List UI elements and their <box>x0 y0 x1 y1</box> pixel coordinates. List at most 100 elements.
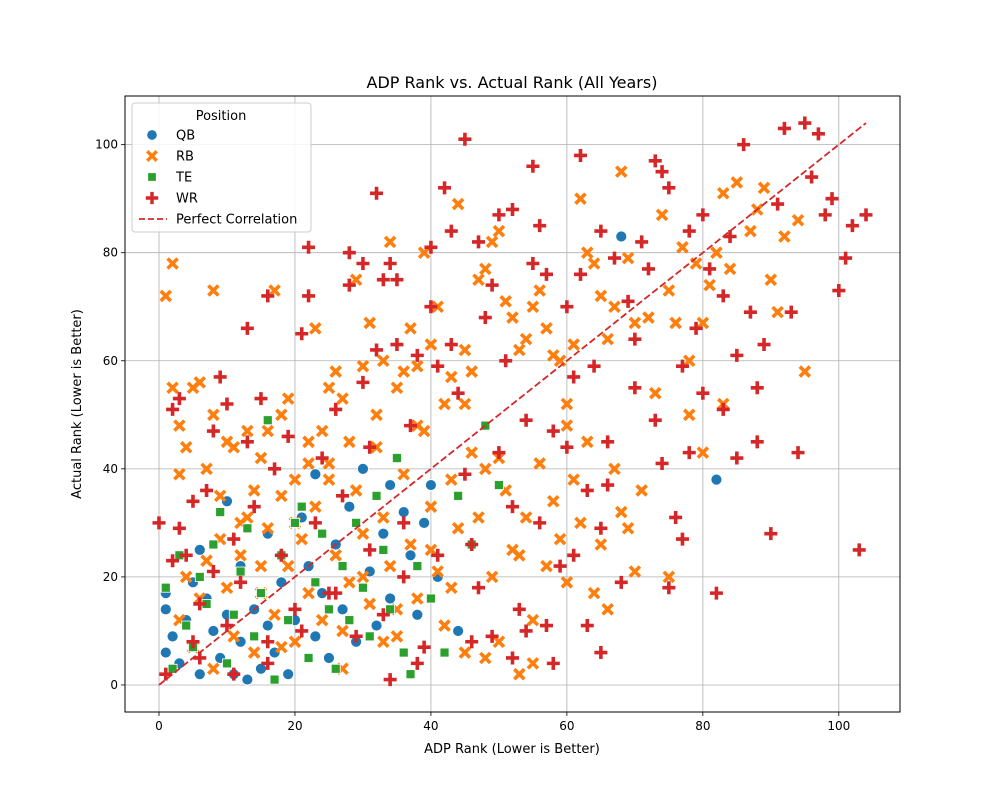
data-point <box>778 230 791 243</box>
data-point <box>275 408 288 422</box>
data-point <box>349 273 363 286</box>
data-point <box>492 635 506 649</box>
data-point <box>397 365 411 378</box>
data-point <box>227 532 241 546</box>
data-point <box>376 608 390 622</box>
legend-marker-te <box>147 172 157 182</box>
data-point <box>247 500 261 514</box>
data-point <box>560 440 574 454</box>
data-point <box>329 402 343 416</box>
data-point <box>641 262 655 276</box>
data-point <box>397 467 411 481</box>
data-point <box>261 619 274 632</box>
data-point <box>607 251 621 265</box>
data-points <box>152 116 873 687</box>
data-point <box>492 224 506 238</box>
series-wr <box>152 116 873 687</box>
data-point <box>261 424 275 438</box>
data-point <box>635 235 649 249</box>
data-point <box>845 219 859 233</box>
data-point <box>669 316 682 330</box>
data-point <box>404 322 417 335</box>
data-point <box>750 381 764 395</box>
data-point <box>295 327 309 341</box>
data-point <box>303 653 314 663</box>
data-point <box>573 148 587 162</box>
data-point <box>499 295 512 308</box>
data-point <box>220 619 234 633</box>
data-point <box>710 473 723 486</box>
data-point <box>472 581 486 595</box>
data-point <box>723 262 737 276</box>
data-point <box>689 321 703 335</box>
data-point <box>376 273 390 287</box>
data-point <box>323 652 335 664</box>
data-point <box>431 548 445 562</box>
data-point <box>356 375 370 389</box>
data-point <box>370 343 384 357</box>
data-point <box>173 467 186 481</box>
data-point <box>662 284 676 297</box>
x-axis-label: ADP Rank (Lower is Better) <box>424 742 600 757</box>
data-point <box>207 625 220 637</box>
data-point <box>242 523 253 534</box>
data-point <box>322 381 336 395</box>
data-point <box>179 548 193 562</box>
data-point <box>152 516 166 530</box>
data-point <box>317 528 328 539</box>
data-point <box>431 359 445 373</box>
data-point <box>472 511 485 524</box>
data-point <box>295 624 309 638</box>
data-point <box>275 640 288 654</box>
data-point <box>166 257 179 270</box>
data-point <box>159 289 173 303</box>
data-point <box>410 656 424 670</box>
data-point <box>540 559 553 573</box>
data-point <box>159 646 172 659</box>
data-point <box>262 415 273 426</box>
data-point <box>798 365 812 378</box>
data-point <box>179 440 193 454</box>
data-point <box>465 365 478 378</box>
data-point <box>240 321 254 335</box>
perfect-correlation-line <box>158 122 867 686</box>
data-point <box>349 629 363 643</box>
data-point <box>288 473 302 486</box>
data-point <box>730 451 744 465</box>
data-point <box>418 516 431 529</box>
data-point <box>587 586 601 600</box>
data-point <box>254 451 268 465</box>
data-point <box>315 451 329 465</box>
data-point <box>363 543 377 557</box>
data-point <box>526 300 540 314</box>
data-point <box>384 479 397 491</box>
data-point <box>166 630 179 643</box>
data-point <box>322 457 336 470</box>
data-point <box>357 462 369 475</box>
data-point <box>798 116 812 130</box>
data-point <box>411 592 424 605</box>
data-point <box>269 674 280 685</box>
data-point <box>220 397 234 411</box>
data-point <box>207 662 220 676</box>
data-point <box>608 462 621 476</box>
data-point <box>655 208 669 222</box>
data-point <box>295 532 309 546</box>
data-point <box>342 278 356 292</box>
data-point <box>526 613 540 627</box>
data-point <box>256 588 266 599</box>
data-point <box>377 527 390 540</box>
data-point <box>193 543 206 556</box>
data-point <box>451 522 465 535</box>
data-point <box>227 630 241 643</box>
data-point <box>329 586 343 600</box>
data-point <box>337 561 348 572</box>
data-point <box>492 446 506 460</box>
legend-label: WR <box>176 192 198 207</box>
data-point <box>594 646 608 660</box>
data-point <box>451 197 465 211</box>
data-point <box>329 365 343 378</box>
data-point <box>580 483 594 497</box>
data-point <box>412 561 423 572</box>
data-point <box>193 376 207 389</box>
